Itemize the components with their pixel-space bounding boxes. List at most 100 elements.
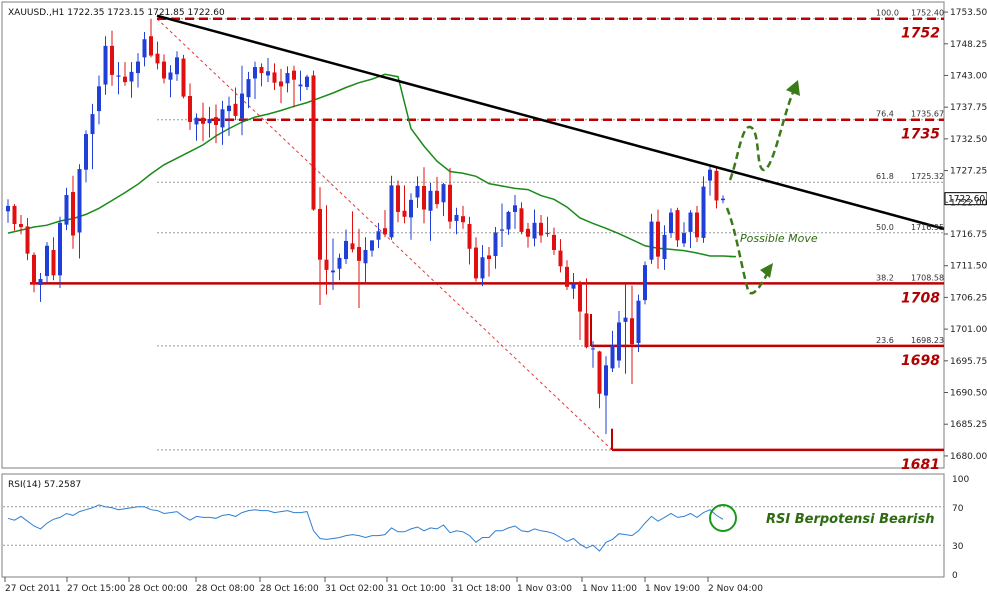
candle-body	[701, 186, 706, 238]
candle-body	[318, 208, 322, 260]
candle-body	[493, 232, 498, 257]
candle-body	[448, 184, 452, 222]
candle-body	[6, 205, 10, 212]
possible-move-arrow-up	[728, 87, 797, 181]
candle-body	[32, 254, 36, 284]
current-price-label: 1722.60	[948, 195, 985, 205]
x-tick-label: 28 Oct 08:00	[196, 584, 255, 594]
y-tick-label: 1706.25	[950, 293, 987, 303]
candle-body	[662, 234, 667, 260]
x-tick-label: 27 Oct 15:00	[67, 584, 126, 594]
rsi-tick-label: 70	[952, 504, 964, 514]
candle-body	[441, 184, 446, 203]
candle-body	[604, 365, 608, 396]
candle-body	[675, 210, 680, 241]
candle-body	[597, 351, 602, 394]
y-tick-label: 1748.25	[950, 40, 987, 50]
candle-body	[357, 246, 361, 261]
candle-body	[253, 67, 257, 79]
candle-body	[129, 71, 134, 82]
x-tick-label: 1 Nov 03:00	[517, 584, 572, 594]
candle-body	[103, 45, 108, 85]
y-tick-label: 1732.50	[950, 135, 987, 145]
candle-body	[175, 57, 179, 75]
fib-price-label: 1725.32	[911, 172, 944, 181]
candle-body	[506, 211, 511, 230]
candle-body	[142, 39, 147, 58]
candle-body	[376, 231, 381, 240]
candle-body	[201, 117, 205, 124]
x-tick-label: 2 Nov 04:00	[708, 584, 763, 594]
candle-body	[636, 300, 641, 343]
candle-body	[110, 45, 114, 75]
candle-body	[45, 245, 49, 276]
level-label: 1681	[901, 457, 940, 473]
y-tick-label: 1737.75	[950, 103, 987, 113]
candle-body	[71, 192, 75, 236]
candle-body	[500, 229, 504, 231]
candle-body	[305, 76, 309, 87]
level-label: 1752	[901, 26, 940, 42]
y-tick-label: 1695.75	[950, 357, 987, 367]
candle-body	[207, 118, 212, 124]
candle-body	[181, 58, 186, 97]
candle-body	[292, 70, 296, 80]
candle-body	[90, 114, 95, 135]
candle-body	[415, 185, 420, 198]
candle-body	[279, 81, 283, 87]
x-tick-label: 1 Nov 11:00	[582, 584, 637, 594]
candle-body	[116, 75, 121, 77]
candle-body	[688, 212, 693, 232]
y-tick-label: 1743.00	[950, 71, 987, 81]
fib-ratio-label: 50.0	[876, 223, 894, 232]
candle-body	[682, 233, 686, 244]
candle-body	[246, 79, 251, 98]
candle-body	[64, 195, 69, 225]
candle-body	[591, 348, 595, 350]
x-tick-label: 31 Oct 18:00	[452, 584, 511, 594]
x-tick-label: 28 Oct 00:00	[129, 584, 188, 594]
rsi-pane	[1, 473, 945, 578]
y-tick-label: 1711.50	[950, 262, 987, 272]
candle-body	[539, 222, 543, 236]
candle-body	[25, 226, 30, 254]
candle-body	[227, 105, 231, 112]
candle-body	[389, 185, 394, 238]
candle-body	[630, 318, 634, 345]
candle-body	[214, 117, 218, 125]
candle-body	[77, 169, 82, 233]
rsi-note-label: RSI Berpotensi Bearish	[766, 512, 934, 527]
candle-body	[12, 205, 17, 225]
y-tick-label: 1690.50	[950, 389, 987, 399]
candle-body	[298, 84, 303, 87]
candle-body	[19, 224, 23, 228]
arrow-head	[760, 263, 773, 278]
y-tick-label: 1680.00	[950, 452, 987, 462]
candle-body	[435, 190, 439, 205]
candle-body	[584, 313, 589, 348]
level-label: 1735	[901, 127, 940, 143]
candle-body	[708, 169, 712, 181]
fib-ratio-label: 76.4	[876, 110, 894, 119]
rsi-line	[7, 504, 724, 552]
candle-body	[610, 345, 615, 369]
rsi-tick-label: 0	[952, 571, 958, 581]
candle-body	[487, 255, 491, 260]
candle-body	[578, 282, 582, 312]
fib-price-label: 1716.95	[911, 223, 944, 232]
candle-body	[714, 170, 719, 201]
candle-body	[97, 86, 101, 112]
trendline-resistance	[156, 14, 945, 231]
possible-move-arrow-down	[725, 207, 772, 295]
candle-body	[513, 205, 517, 212]
candle-body	[402, 210, 407, 217]
fib-ratio-label: 100.0	[876, 9, 899, 18]
rsi-highlight-circle	[709, 504, 737, 532]
candle-body	[363, 249, 368, 264]
main-pane	[1, 1, 945, 469]
candle-body	[155, 53, 160, 64]
candle-body	[656, 221, 660, 257]
candle-body	[467, 224, 472, 249]
candle-body	[519, 208, 524, 232]
candle-body	[558, 250, 563, 267]
